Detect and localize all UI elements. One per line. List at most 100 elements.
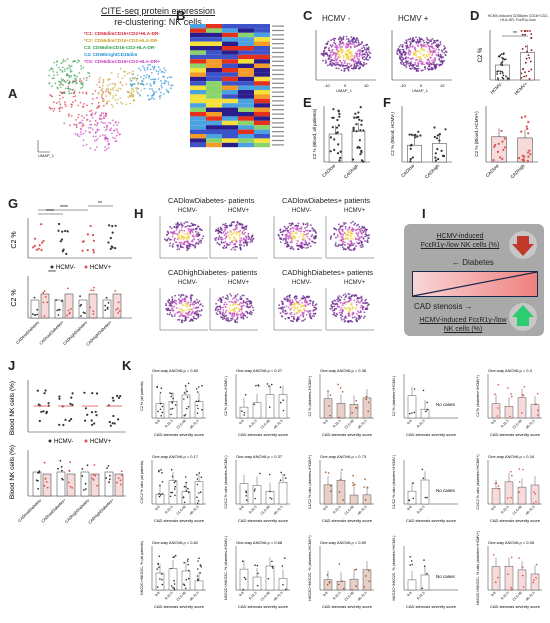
umap-point — [52, 70, 55, 73]
umap-density-point — [405, 63, 408, 66]
data-point — [41, 241, 44, 244]
data-point — [529, 153, 532, 156]
umap-density-point — [338, 311, 341, 314]
umap-density-point — [190, 229, 192, 231]
umap-density-point — [249, 241, 252, 243]
x-tick-label: 48-71.5 — [357, 591, 368, 602]
umap-density-point — [324, 52, 327, 55]
umap-point — [97, 106, 99, 108]
heatmap-cell — [222, 63, 238, 68]
data-point — [327, 472, 330, 474]
umap-density-point — [341, 50, 343, 53]
umap-density-point — [187, 225, 189, 227]
data-point — [81, 249, 84, 252]
data-point — [526, 50, 528, 53]
data-point — [174, 554, 177, 557]
umap-point — [109, 83, 111, 85]
data-point — [197, 407, 199, 410]
umap-density-point — [347, 293, 350, 295]
legend-marker — [48, 439, 52, 443]
umap-density-point — [191, 231, 194, 233]
umap-density-point — [363, 48, 366, 51]
umap-density-point — [436, 39, 439, 42]
data-point — [501, 157, 504, 160]
anova-label: One-way ANOVA p = 0.3 — [488, 368, 533, 373]
umap-density-point — [231, 316, 234, 319]
umap-density-point — [168, 245, 171, 247]
umap-density-point — [422, 44, 425, 47]
umap-density-point — [226, 317, 228, 319]
umap-density-point — [352, 58, 355, 61]
data-point — [436, 137, 439, 140]
umap-point — [170, 76, 173, 79]
umap-density-point — [192, 307, 195, 309]
data-point — [533, 579, 535, 581]
data-point — [93, 286, 95, 289]
umap-point — [58, 94, 61, 97]
data-point — [117, 396, 120, 399]
umap-point — [70, 106, 73, 108]
umap-point — [95, 139, 98, 142]
umap-density-point — [283, 306, 286, 309]
umap-point — [111, 119, 114, 122]
data-point — [182, 496, 185, 499]
heatmap-cell — [190, 98, 206, 104]
data-point — [341, 391, 344, 393]
no-cases-note: No cases — [436, 574, 456, 579]
umap-density-point — [301, 320, 303, 322]
data-point — [157, 410, 159, 413]
data-point — [183, 392, 186, 394]
x-tick-label: 48-71.5 — [273, 505, 284, 516]
umap-density-point — [356, 312, 358, 315]
umap-density-point — [168, 302, 171, 305]
data-point — [32, 246, 35, 249]
umap-point — [94, 131, 97, 134]
umap-density-point — [359, 310, 362, 312]
umap-density-point — [411, 39, 414, 42]
panel-label-i: I — [422, 206, 426, 221]
umap-point — [148, 75, 151, 78]
data-point — [107, 301, 110, 304]
umap-density-point — [291, 226, 294, 229]
data-point — [419, 134, 422, 137]
umap-density-point — [190, 222, 193, 225]
umap-point — [106, 124, 108, 127]
umap-point — [100, 112, 103, 114]
umap-density-point — [233, 230, 236, 233]
umap-density-point — [288, 245, 290, 247]
umap-density-point — [182, 304, 185, 307]
umap-density-point — [196, 312, 198, 314]
umap-point — [106, 100, 108, 103]
umap-point — [143, 74, 146, 77]
data-point — [520, 77, 523, 79]
umap-density-point — [416, 56, 418, 58]
umap-point — [163, 93, 165, 95]
umap-density-point — [356, 54, 358, 56]
umap-density-point — [329, 61, 331, 63]
umap-point — [73, 80, 76, 82]
umap-point — [53, 74, 55, 77]
heatmap-cell — [254, 134, 270, 139]
umap-density-point — [358, 297, 360, 300]
umap-density-point — [171, 301, 174, 304]
umap-density-point — [356, 228, 359, 231]
anova-label: One-way ANOVA p = 0.06 — [488, 540, 535, 545]
umap-density-point — [311, 315, 314, 317]
umap-point — [105, 112, 107, 115]
data-point — [507, 387, 509, 389]
umap-density-point — [407, 56, 410, 59]
umap-density-point — [166, 239, 168, 242]
umap-density-point — [234, 224, 237, 227]
umap-density-point — [340, 61, 343, 64]
bar — [40, 293, 50, 319]
umap-density-point — [349, 56, 352, 58]
data-point — [161, 583, 164, 586]
data-point — [279, 479, 282, 481]
data-point — [187, 563, 189, 566]
umap-density-point — [177, 307, 180, 310]
umap-point — [70, 75, 73, 78]
umap-density-point — [242, 294, 245, 297]
umap-density-point — [414, 63, 417, 66]
data-point — [524, 33, 526, 36]
